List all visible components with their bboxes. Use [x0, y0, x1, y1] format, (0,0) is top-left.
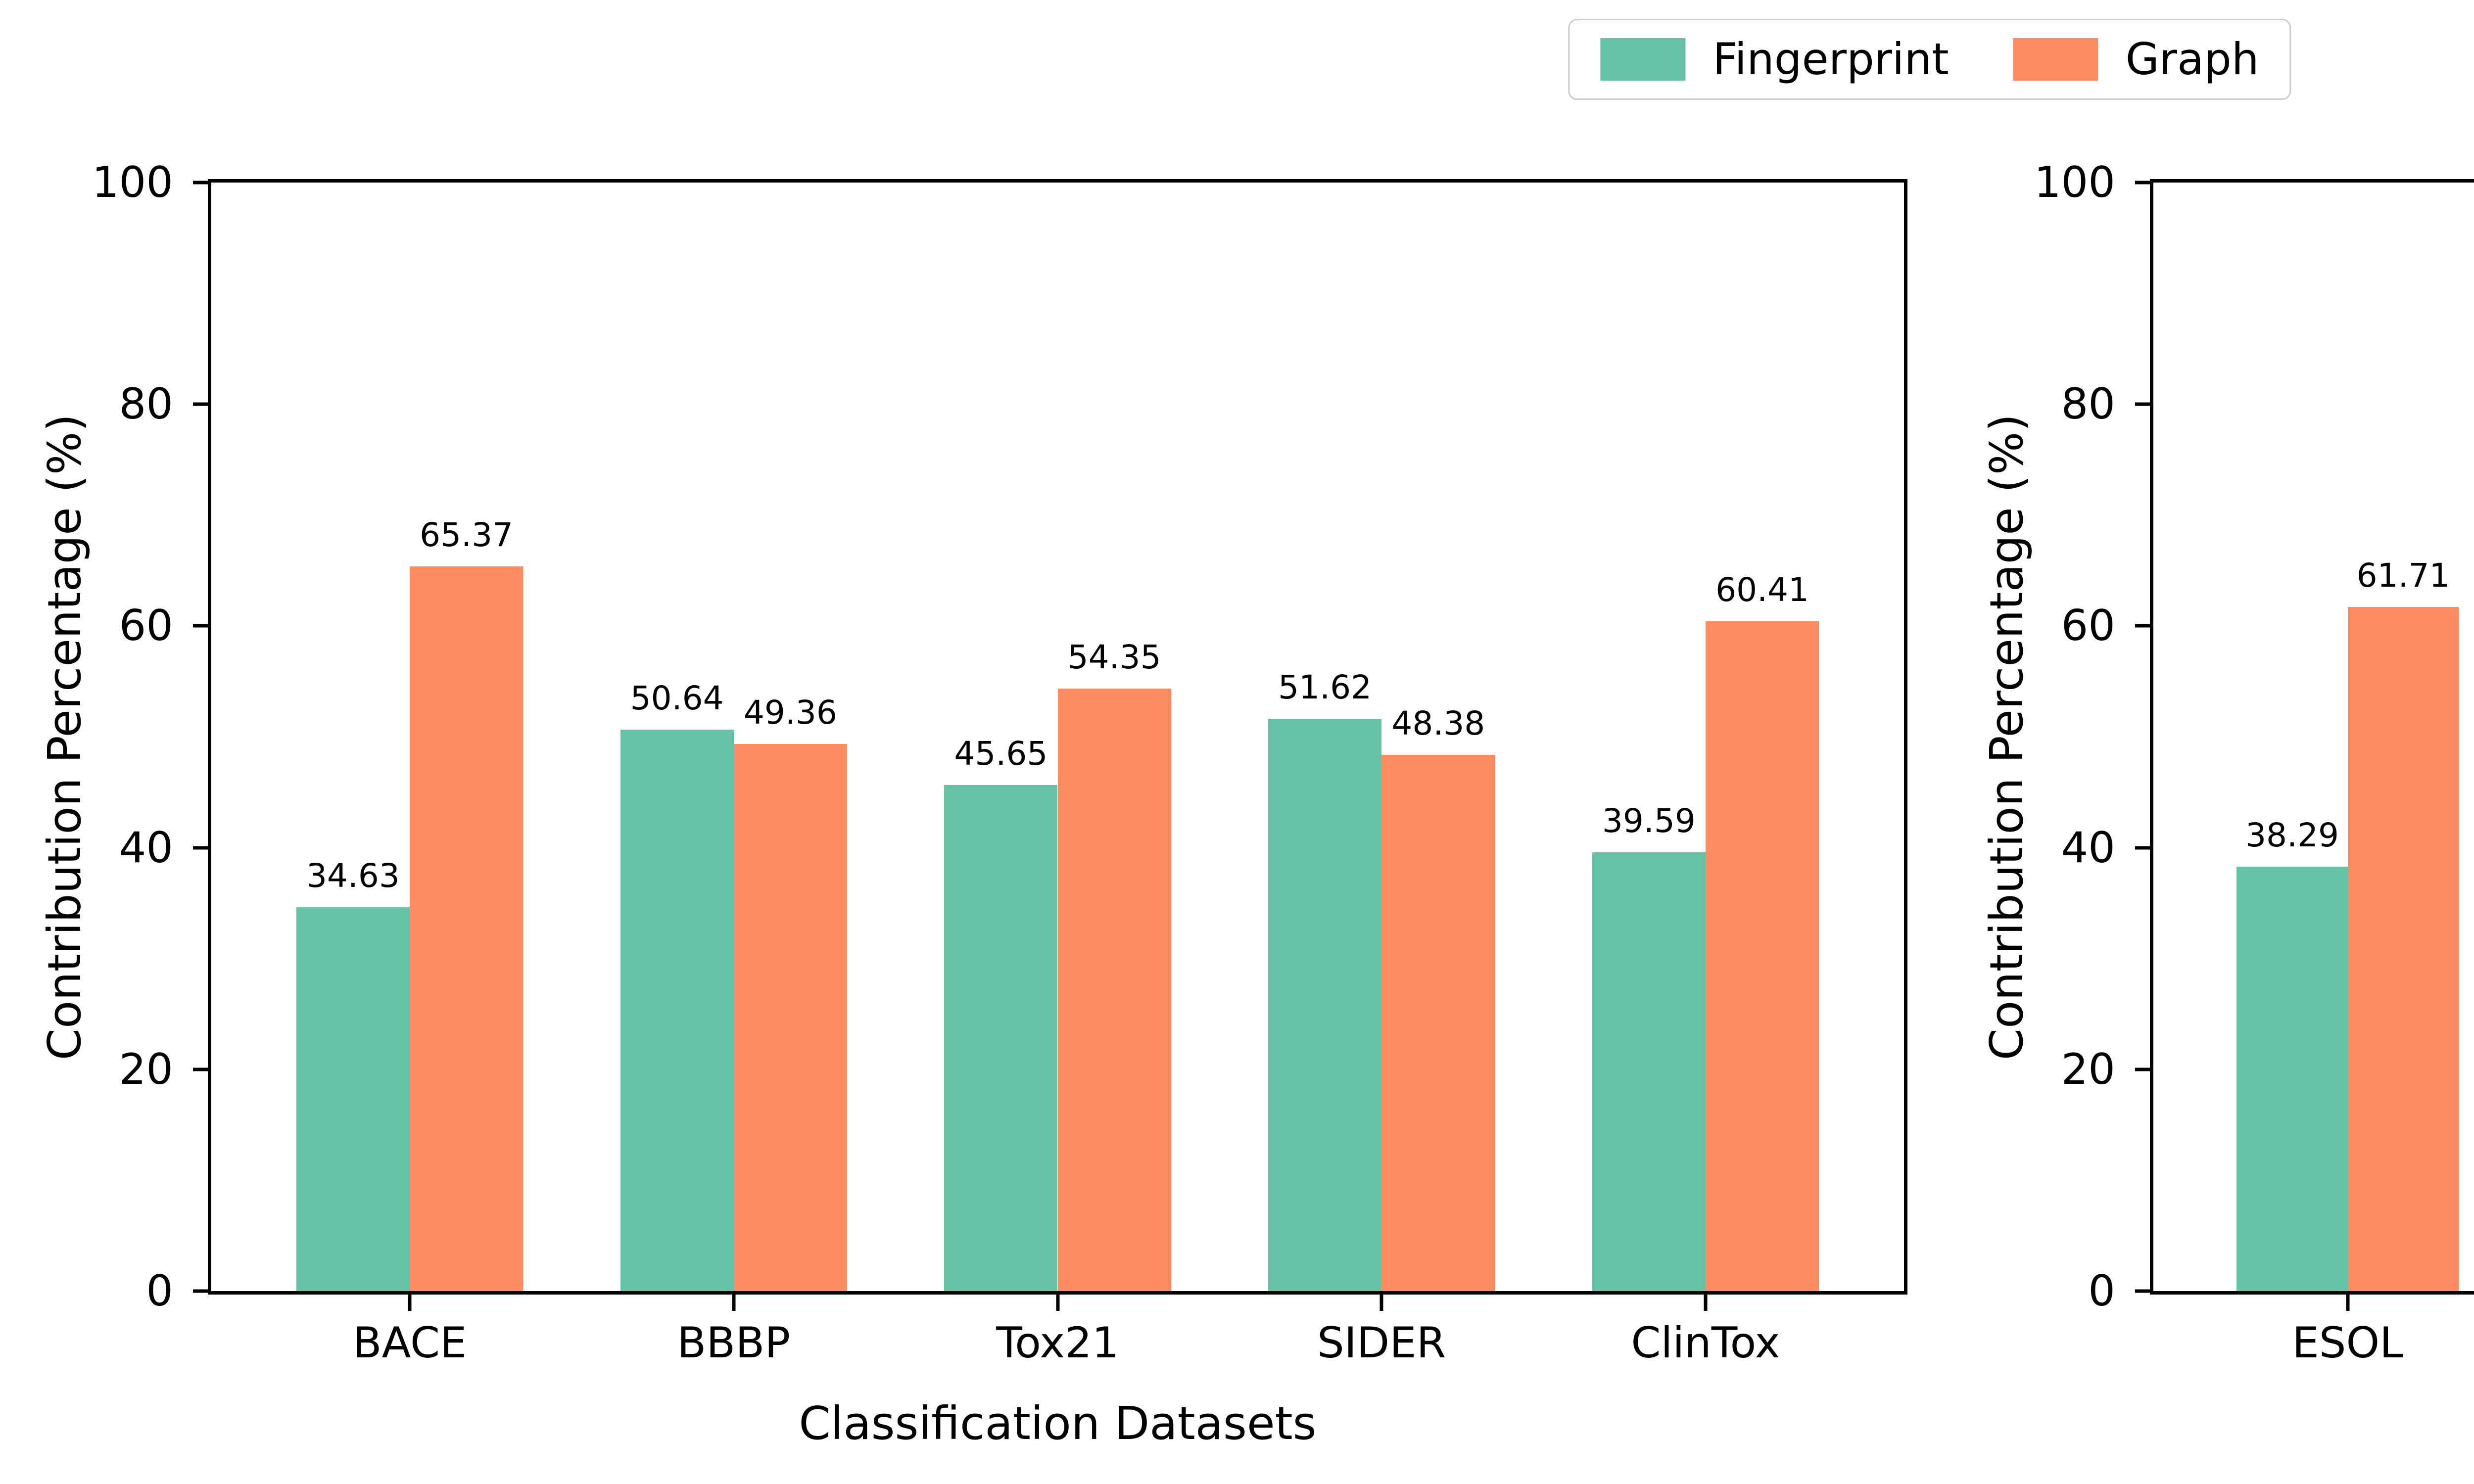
regression-chart-axes: Contribution Percentage (%) Regression D… — [1980, 161, 2474, 1364]
bar-fingerprint-Tox21 — [944, 785, 1058, 1291]
y-tick-mark — [2135, 1067, 2150, 1071]
classification-chart-axes: Contribution Percentage (%) Classificati… — [38, 161, 1907, 1446]
y-tick-mark — [193, 1067, 208, 1071]
legend: Fingerprint Graph — [1568, 19, 2291, 100]
x-tick-mark — [1380, 1295, 1383, 1311]
bar-value-label-fingerprint-BACE: 34.63 — [306, 856, 400, 895]
y-tick-mark — [193, 402, 208, 406]
x-tick-label-ESOL: ESOL — [2292, 1318, 2404, 1368]
x-tick-mark — [732, 1295, 736, 1311]
bar-fingerprint-ESOL — [2236, 866, 2348, 1291]
bar-value-label-fingerprint-ESOL: 38.29 — [2245, 816, 2339, 854]
x-tick-mark — [1704, 1295, 1708, 1311]
y-tick-mark — [2135, 1289, 2150, 1293]
y-tick-mark — [193, 624, 208, 628]
bar-graph-BACE — [410, 566, 523, 1291]
bar-value-label-fingerprint-Tox21: 45.65 — [954, 734, 1048, 773]
x-tick-mark — [1056, 1295, 1059, 1311]
y-tick-mark — [193, 181, 208, 185]
bar-graph-BBBP — [733, 743, 847, 1291]
bar-value-label-graph-ESOL: 61.71 — [2356, 556, 2450, 595]
y-tick-mark — [2135, 181, 2150, 185]
bar-value-label-fingerprint-BBBP: 50.64 — [630, 679, 724, 718]
regression-y-axis-label: Contribution Percentage (%) — [1980, 414, 2033, 1060]
bar-value-label-graph-BACE: 65.37 — [420, 516, 514, 555]
bar-value-label-fingerprint-ClinTox: 39.59 — [1602, 801, 1696, 840]
x-tick-mark — [2346, 1295, 2350, 1311]
y-tick-label: 40 — [2061, 823, 2115, 873]
graph-swatch-icon — [2013, 38, 2098, 81]
classification-x-axis-title: Classification Datasets — [799, 1397, 1317, 1450]
bar-fingerprint-BBBP — [620, 730, 734, 1291]
y-tick-label: 0 — [146, 1266, 173, 1316]
y-tick-mark — [2135, 846, 2150, 850]
bar-value-label-graph-Tox21: 54.35 — [1067, 638, 1161, 677]
y-tick-label: 20 — [119, 1044, 173, 1094]
legend-label-graph: Graph — [2125, 34, 2259, 85]
y-tick-label: 100 — [92, 158, 173, 207]
legend-item-fingerprint: Fingerprint — [1600, 38, 1949, 81]
bar-value-label-graph-SIDER: 48.38 — [1391, 704, 1485, 742]
bar-value-label-graph-BBBP: 49.36 — [743, 693, 837, 732]
classification-y-axis-label: Contribution Percentage (%) — [38, 414, 91, 1060]
y-tick-label: 60 — [119, 601, 173, 651]
y-tick-mark — [193, 846, 208, 850]
y-tick-label: 100 — [2034, 158, 2115, 207]
legend-item-graph: Graph — [2013, 38, 2259, 81]
x-tick-label-BBBP: BBBP — [677, 1318, 791, 1368]
y-tick-label: 60 — [2061, 601, 2115, 651]
bar-fingerprint-SIDER — [1268, 719, 1382, 1291]
y-tick-label: 80 — [119, 379, 173, 429]
y-tick-mark — [193, 1289, 208, 1293]
bar-fingerprint-ClinTox — [1592, 852, 1706, 1291]
bar-graph-Tox21 — [1057, 689, 1171, 1291]
bar-value-label-graph-ClinTox: 60.41 — [1715, 571, 1809, 609]
x-tick-label-ClinTox: ClinTox — [1631, 1318, 1780, 1368]
x-tick-mark — [408, 1295, 412, 1311]
bar-graph-SIDER — [1381, 754, 1495, 1291]
x-tick-label-SIDER: SIDER — [1317, 1318, 1446, 1368]
y-tick-label: 80 — [2061, 379, 2115, 429]
bar-graph-ESOL — [2347, 607, 2459, 1291]
y-tick-mark — [2135, 402, 2150, 406]
x-tick-label-BACE: BACE — [352, 1318, 467, 1368]
y-tick-label: 20 — [2061, 1044, 2115, 1094]
y-tick-label: 0 — [2088, 1266, 2115, 1316]
y-tick-label: 40 — [119, 823, 173, 873]
fingerprint-swatch-icon — [1600, 38, 1686, 81]
legend-label-fingerprint: Fingerprint — [1713, 34, 1949, 85]
x-tick-label-Tox21: Tox21 — [996, 1318, 1119, 1368]
bar-value-label-fingerprint-SIDER: 51.62 — [1278, 668, 1372, 707]
bar-fingerprint-BACE — [296, 907, 410, 1291]
bar-graph-ClinTox — [1705, 621, 1819, 1291]
y-tick-mark — [2135, 624, 2150, 628]
